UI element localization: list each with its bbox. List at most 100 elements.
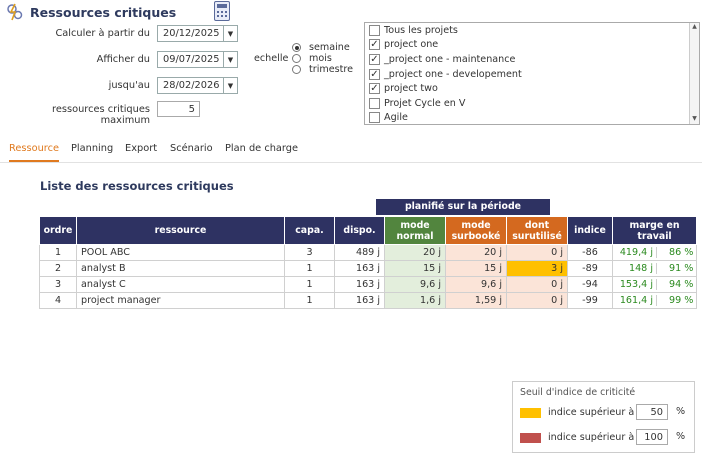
radio-button[interactable] — [292, 65, 301, 74]
marge-pct: 94 % — [669, 279, 694, 290]
project-item[interactable]: ✓ _project one - maintenance — [365, 52, 699, 67]
col-capa[interactable]: capa. — [284, 216, 335, 245]
project-item[interactable]: ✓ project two — [365, 81, 699, 96]
header-line: normal — [396, 230, 434, 242]
col-indice[interactable]: indice — [567, 216, 613, 245]
cell-dispo: 489 j — [334, 244, 385, 261]
project-item[interactable]: Projet Cycle en V — [365, 96, 699, 111]
cell-surutilise: 3 j — [506, 260, 568, 277]
tab-export[interactable]: Export — [125, 143, 158, 154]
until-date-value: 28/02/2026 — [163, 80, 220, 91]
project-label: project one — [384, 39, 439, 51]
project-list[interactable]: Tous les projets ✓ project one ✓ _project … — [364, 22, 700, 125]
critical-resources-table: ordre ressource capa. dispo. mode normal … — [39, 216, 697, 309]
header-line: dont — [524, 219, 550, 231]
cell-marge: 161,4 j 99 % — [612, 292, 697, 309]
legend-label: indice supérieur à — [548, 432, 635, 443]
project-item[interactable]: ✓ _project one - developement — [365, 67, 699, 82]
project-label: Projet Cycle en V — [384, 97, 466, 109]
cell-ordre: 1 — [39, 244, 77, 261]
max-resources-label: ressources critiques maximum — [52, 104, 150, 126]
radio-trimestre[interactable]: trimestre — [292, 64, 353, 75]
cell-capa: 1 — [284, 276, 335, 293]
calc-date-field[interactable]: 20/12/2025 ▼ — [157, 25, 238, 42]
scale-radio-group: semaine mois trimestre — [292, 42, 353, 75]
cell-surbooke: 9,6 j — [445, 276, 507, 293]
criticity-legend: Seuil d'indice de criticité indice supér… — [512, 381, 695, 453]
show-date-label: Afficher du — [96, 54, 150, 65]
cell-normal: 1,6 j — [384, 292, 446, 309]
radio-label: semaine — [309, 42, 350, 53]
checkbox[interactable] — [369, 24, 380, 36]
tab-ressource[interactable]: Ressource — [9, 143, 60, 162]
show-date-field[interactable]: 09/07/2025 ▼ — [157, 51, 238, 68]
cell-dispo: 163 j — [334, 292, 385, 309]
radio-button[interactable] — [292, 54, 301, 63]
col-dispo[interactable]: dispo. — [334, 216, 385, 245]
header-line: mode — [461, 219, 491, 231]
cell-dispo: 163 j — [334, 276, 385, 293]
project-item[interactable]: Agile — [365, 111, 699, 124]
tab-planning[interactable]: Planning — [71, 143, 114, 154]
tab-bar: Ressource Planning Export Scénario Plan … — [0, 138, 702, 163]
cell-surbooke: 1,59 j — [445, 292, 507, 309]
page-title: Ressources critiques — [30, 4, 177, 20]
cell-ordre: 2 — [39, 260, 77, 277]
until-date-field[interactable]: 28/02/2026 ▼ — [157, 77, 238, 94]
cell-indice: -86 — [567, 244, 613, 261]
cell-marge: 153,4 j 94 % — [612, 276, 697, 293]
checkbox[interactable]: ✓ — [369, 53, 380, 65]
col-ressource[interactable]: ressource — [76, 216, 285, 245]
col-mode-normal[interactable]: mode normal — [384, 216, 446, 245]
max-resources-input[interactable]: 5 — [157, 101, 200, 117]
cell-indice: -89 — [567, 260, 613, 277]
color-swatch — [520, 432, 541, 443]
chevron-down-icon[interactable]: ▼ — [223, 78, 237, 93]
checkbox[interactable]: ✓ — [369, 83, 380, 95]
marge-days: 148 j — [613, 263, 657, 274]
marge-pct: 99 % — [669, 295, 694, 306]
calculator-icon[interactable] — [214, 1, 230, 21]
cell-ressource: analyst B — [76, 260, 285, 277]
marge-pct: 91 % — [669, 263, 694, 274]
tab-plan-de-charge[interactable]: Plan de charge — [225, 143, 299, 154]
chevron-down-icon[interactable]: ▼ — [223, 52, 237, 67]
header-line: surutilisé — [512, 230, 562, 242]
header-line: mode — [400, 219, 430, 231]
radio-mois[interactable]: mois — [292, 53, 353, 64]
scroll-up-icon[interactable]: ▲ — [692, 23, 697, 30]
chevron-down-icon[interactable]: ▼ — [223, 26, 237, 41]
cell-surbooke: 15 j — [445, 260, 507, 277]
cell-surbooke: 20 j — [445, 244, 507, 261]
cell-surutilise: 0 j — [506, 292, 568, 309]
checkbox[interactable]: ✓ — [369, 39, 380, 51]
cell-surutilise: 0 j — [506, 244, 568, 261]
scrollbar[interactable]: ▲ ▼ — [689, 23, 699, 124]
cell-ordre: 4 — [39, 292, 77, 309]
tab-scenario[interactable]: Scénario — [170, 143, 213, 154]
col-surutilise[interactable]: dont surutilisé — [506, 216, 568, 245]
calc-date-label: Calculer à partir du — [55, 28, 150, 39]
until-date-label: jusqu'au — [108, 80, 150, 91]
cell-indice: -99 — [567, 292, 613, 309]
scroll-down-icon[interactable]: ▼ — [692, 115, 697, 122]
col-mode-surbooke[interactable]: mode surbooké — [445, 216, 507, 245]
col-marge[interactable]: marge en travail — [612, 216, 697, 245]
checkbox[interactable] — [369, 112, 380, 124]
radio-button[interactable] — [292, 43, 301, 52]
checkbox[interactable]: ✓ — [369, 68, 380, 80]
project-item[interactable]: Tous les projets — [365, 23, 699, 38]
radio-semaine[interactable]: semaine — [292, 42, 353, 53]
cell-normal: 20 j — [384, 244, 446, 261]
checkbox[interactable] — [369, 97, 380, 109]
threshold-input-2[interactable]: 100 — [636, 429, 668, 445]
show-date-value: 09/07/2025 — [163, 54, 220, 65]
project-item[interactable]: ✓ project one — [365, 38, 699, 53]
radio-label: trimestre — [309, 64, 354, 75]
col-ordre[interactable]: ordre — [39, 216, 77, 245]
threshold-input-1[interactable]: 50 — [636, 404, 668, 420]
